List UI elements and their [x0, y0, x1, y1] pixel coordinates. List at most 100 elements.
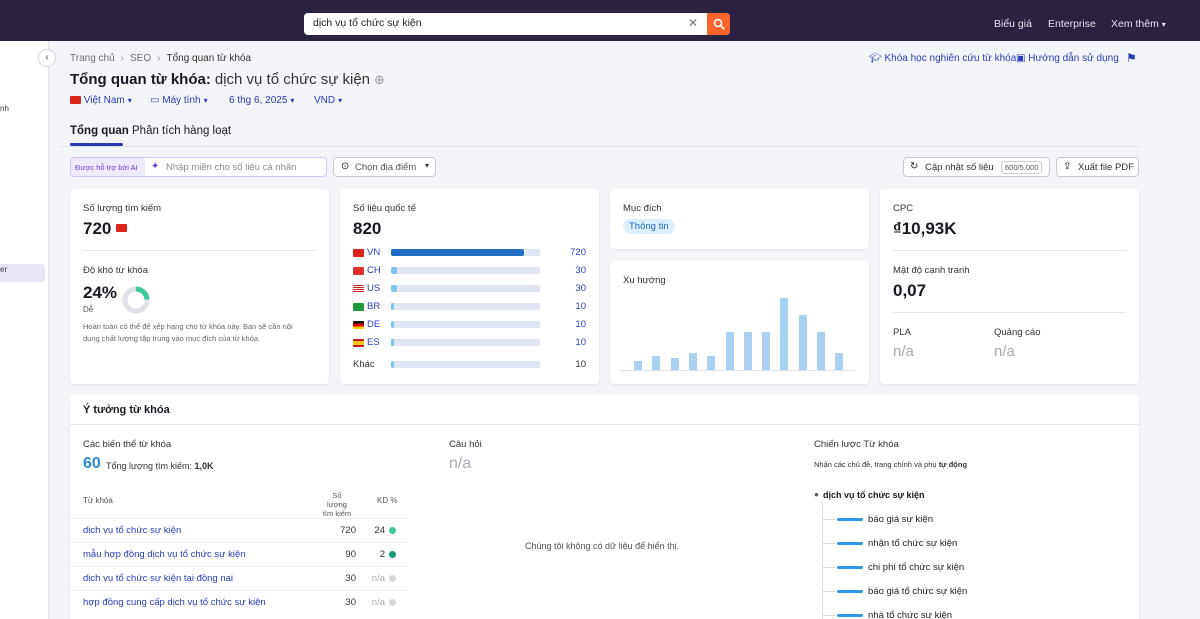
card-divider: [893, 250, 1126, 251]
pla-value: n/a: [893, 343, 914, 360]
date-filter-label: 6 thg 6, 2025: [229, 95, 288, 106]
clear-search-icon[interactable]: ✕: [688, 16, 699, 30]
trend-bar[interactable]: [780, 298, 789, 370]
strategy-tree-branch: [822, 615, 836, 616]
sidebar-item-active[interactable]: [0, 264, 45, 282]
country-volume-value: 720: [570, 247, 586, 258]
us-flag-icon: [353, 285, 364, 293]
keyword-link[interactable]: mẫu hợp đồng dịch vụ tổ chức sự kiện: [83, 549, 246, 560]
keyword-link[interactable]: dịch vụ tổ chức sự kiện: [83, 525, 182, 536]
strategy-cluster-keyword[interactable]: chi phí tổ chức sự kiện: [868, 562, 965, 573]
country-volume-bar-fill: [391, 303, 394, 310]
ads-label: Quảng cáo: [994, 327, 1041, 338]
keyword-link[interactable]: hợp đồng cung cấp dịch vụ tổ chức sự kiệ…: [83, 597, 266, 608]
currency-filter[interactable]: VND ▾: [314, 95, 342, 106]
trend-bar[interactable]: [725, 332, 734, 370]
keyword-kd: 2: [379, 549, 385, 560]
export-pdf-label: Xuất file PDF: [1078, 162, 1134, 173]
column-header-kd[interactable]: KD %: [377, 496, 398, 505]
strategy-cluster-keyword[interactable]: nhận tổ chức sự kiện: [868, 538, 958, 549]
column-header-keyword[interactable]: Từ khóa: [83, 496, 113, 505]
country-volume-bar: [391, 285, 540, 292]
breadcrumb-current: Tổng quan từ khóa: [166, 53, 251, 64]
breadcrumb-separator-icon: ›: [157, 53, 161, 64]
intent-card: Mục đích Thông tin: [610, 189, 869, 249]
trend-bar[interactable]: [688, 353, 697, 370]
keyword-search-box[interactable]: dịch vụ tổ chức sự kiện ✕: [304, 13, 730, 35]
strategy-cluster-keyword[interactable]: báo giá sự kiện: [868, 514, 933, 525]
domain-input-placeholder[interactable]: Nhập miền cho số liệu cá nhân: [166, 162, 297, 173]
questions-label[interactable]: Câu hỏi: [449, 439, 482, 450]
date-filter[interactable]: 6 thg 6, 2025 ▾: [229, 95, 294, 106]
nav-enterprise-link[interactable]: Enterprise: [1048, 18, 1096, 30]
country-filter-label: Việt Nam: [83, 95, 125, 106]
trend-bar[interactable]: [634, 361, 642, 370]
search-volume-value: 720: [83, 219, 112, 238]
trend-bar[interactable]: [762, 332, 771, 370]
feedback-icon[interactable]: ⚑: [1126, 51, 1137, 65]
total-volume-label: Tổng lượng tìm kiếm:: [106, 461, 192, 471]
strategy-tree-branch: [822, 519, 836, 520]
nav-pricing-link[interactable]: Biểu giá: [994, 18, 1032, 30]
trend-bar[interactable]: [707, 356, 716, 370]
keyword-strategy-label[interactable]: Chiến lược Từ khóa: [814, 439, 899, 450]
ai-domain-input-box[interactable]: Được hỗ trợ bởi AI ✦ Nhập miền cho số li…: [70, 157, 327, 177]
keyword-kd: n/a: [371, 573, 385, 584]
location-select[interactable]: ⊙ Chọn địa điểm ▾: [333, 157, 436, 177]
keyword-variations-count[interactable]: 60: [83, 455, 101, 472]
update-metrics-label: Cập nhật số liệu: [925, 162, 994, 173]
keyword-volume: 30: [345, 597, 356, 608]
breadcrumb-home[interactable]: Trang chủ: [70, 53, 115, 64]
keyword-difficulty-value: 24%: [83, 283, 118, 302]
br-flag-icon: [353, 303, 364, 311]
sidebar-item-label[interactable]: nh: [0, 104, 9, 113]
sidebar-item-label[interactable]: er: [0, 265, 8, 274]
keyword-ideas-panel: Ý tưởng từ khóa Các biến thể từ khóa 60 …: [70, 395, 1139, 619]
chevron-down-icon: ▾: [203, 96, 208, 105]
no-data-message: Chúng tôi không có dữ liệu để hiển thị.: [525, 541, 680, 551]
currency-filter-label: VND: [314, 95, 336, 106]
add-to-list-icon[interactable]: ⊕: [374, 72, 385, 87]
keyword-course-label: Khóa học nghiên cứu từ khóa: [884, 53, 1017, 64]
vietnam-flag-icon: [70, 96, 81, 105]
left-sidebar: nh er: [0, 41, 49, 619]
update-metrics-button[interactable]: ↻ Cập nhật số liệu 600/5.000: [903, 157, 1050, 177]
global-volume-label: Số liệu quốc tế: [353, 203, 416, 214]
trend-bar[interactable]: [652, 356, 661, 370]
keyword-link[interactable]: dịch vụ tổ chức sự kiện tại đồng nai: [83, 573, 234, 584]
trend-bar[interactable]: [835, 353, 844, 370]
total-volume-value: 1,0K: [194, 461, 214, 471]
competition-label: Mật độ cạnh tranh: [893, 265, 970, 276]
keyword-course-link[interactable]: 🎓︎ Khóa học nghiên cứu từ khóa: [869, 53, 1016, 64]
breadcrumb-seo[interactable]: SEO: [130, 53, 152, 64]
strategy-root-bullet-icon: ●: [814, 490, 819, 499]
keyword-kd: n/a: [371, 597, 385, 608]
trend-bar[interactable]: [817, 332, 825, 370]
country-filter[interactable]: Việt Nam ▾: [70, 95, 132, 106]
tab-overview[interactable]: Tổng quan: [70, 125, 129, 137]
table-row-divider: [70, 590, 408, 591]
strategy-cluster-keyword[interactable]: báo giá tổ chức sự kiện: [868, 586, 968, 597]
nav-more-menu[interactable]: Xem thêm ▾: [1111, 18, 1166, 30]
keyword-variations-label[interactable]: Các biến thể từ khóa: [83, 439, 172, 450]
export-pdf-button[interactable]: ⇪ Xuất file PDF: [1056, 157, 1139, 177]
tab-bulk-analysis[interactable]: Phân tích hàng loạt: [132, 125, 232, 137]
vn-flag-icon: [353, 249, 364, 257]
collapse-sidebar-button[interactable]: ‹: [38, 49, 56, 67]
card-divider: [83, 250, 316, 251]
global-volume-value: 820: [353, 219, 382, 238]
de-flag-icon: [353, 321, 364, 329]
strategy-volume-bar: [837, 566, 863, 569]
column-header-volume[interactable]: Số lượng tìm kiếm: [322, 491, 352, 518]
country-volume-bar: [391, 339, 540, 346]
user-guide-link[interactable]: ▣ Hướng dẫn sử dụng: [1016, 53, 1119, 64]
trend-bar[interactable]: [743, 332, 752, 370]
device-filter[interactable]: ▭ Máy tính ▾: [150, 95, 208, 106]
trend-bar[interactable]: [798, 315, 807, 370]
strategy-cluster-keyword[interactable]: nhà tổ chức sự kiện: [868, 610, 953, 619]
search-button[interactable]: [707, 13, 730, 35]
search-input[interactable]: dịch vụ tổ chức sự kiện: [313, 17, 422, 29]
graduation-cap-icon: 🎓︎: [869, 53, 882, 64]
trend-bar[interactable]: [670, 358, 679, 370]
strategy-root-keyword[interactable]: dịch vụ tổ chức sự kiện: [823, 490, 925, 500]
